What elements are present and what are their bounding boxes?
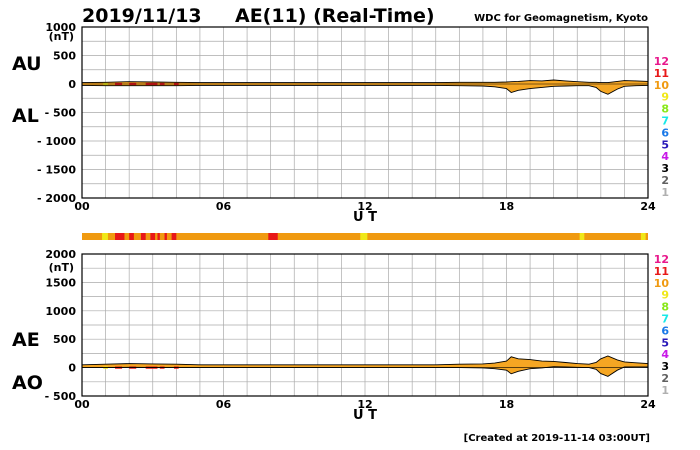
station-legend-item: 5 bbox=[661, 138, 669, 151]
activity-bar-segment bbox=[268, 233, 278, 240]
x-tick-label: 24 bbox=[640, 200, 656, 213]
upper-series-line bbox=[81, 79, 649, 84]
station-legend-item: 11 bbox=[654, 67, 669, 80]
station-legend-item: 10 bbox=[654, 79, 670, 92]
upper-series-line bbox=[81, 355, 649, 366]
x-tick-label: 24 bbox=[640, 398, 656, 411]
activity-bar-segment bbox=[140, 233, 146, 240]
station-legend-item: 12 bbox=[654, 55, 669, 68]
y-tick-label: - 1500 bbox=[37, 164, 76, 177]
x-tick-label: 00 bbox=[74, 398, 90, 411]
station-legend-item: 9 bbox=[661, 289, 669, 302]
station-legend-item: 1 bbox=[661, 384, 669, 397]
activity-bar-segment bbox=[115, 233, 125, 240]
panel2-unit: (nT) bbox=[49, 261, 74, 274]
y-tick-label: 1000 bbox=[45, 21, 76, 34]
x-tick-label: 06 bbox=[216, 200, 232, 213]
station-legend-item: 5 bbox=[661, 336, 669, 349]
y-tick-label: 500 bbox=[53, 333, 76, 346]
station-legend-item: 4 bbox=[661, 348, 669, 361]
activity-bar-segment bbox=[164, 233, 167, 240]
x-tick-label: 18 bbox=[499, 200, 514, 213]
x-tick-label: 18 bbox=[499, 398, 514, 411]
activity-bar-segment bbox=[150, 233, 156, 240]
station-legend-item: 7 bbox=[661, 313, 669, 326]
panel1-xlabel: U T bbox=[353, 210, 377, 225]
activity-bar-segment bbox=[157, 233, 160, 240]
activity-bar-segment bbox=[171, 233, 177, 240]
y-tick-label: - 1000 bbox=[37, 135, 76, 148]
activity-bar-segment bbox=[360, 233, 368, 240]
y-tick-label: - 2000 bbox=[37, 192, 76, 205]
station-legend-item: 7 bbox=[661, 115, 669, 128]
activity-bar bbox=[82, 233, 648, 240]
au-label: AU bbox=[12, 53, 42, 75]
x-tick-label: 06 bbox=[216, 398, 232, 411]
activity-bar-segment bbox=[579, 233, 585, 240]
y-tick-label: - 500 bbox=[45, 390, 77, 403]
station-legend-item: 11 bbox=[654, 265, 669, 278]
activity-bar-segment bbox=[640, 233, 646, 240]
station-legend-item: 2 bbox=[661, 174, 669, 187]
al-label: AL bbox=[12, 105, 39, 127]
station-legend-item: 3 bbox=[661, 360, 669, 373]
panel1-unit: (nT) bbox=[49, 30, 74, 43]
station-legend-item: 4 bbox=[661, 150, 669, 163]
x-tick-label: 12 bbox=[357, 398, 372, 411]
y-tick-label: 0 bbox=[68, 362, 76, 375]
station-legend-item: 6 bbox=[661, 126, 669, 139]
station-legend-item: 10 bbox=[654, 277, 670, 290]
y-tick-label: - 500 bbox=[45, 107, 77, 120]
y-tick-label: 1000 bbox=[45, 305, 76, 318]
source-label: WDC for Geomagnetism, Kyoto bbox=[474, 13, 648, 24]
x-tick-label: 12 bbox=[357, 200, 372, 213]
station-legend-item: 3 bbox=[661, 162, 669, 175]
station-legend-item: 9 bbox=[661, 91, 669, 104]
y-tick-label: 500 bbox=[53, 50, 76, 63]
station-legend-item: 8 bbox=[661, 301, 669, 314]
x-tick-label: 00 bbox=[74, 200, 90, 213]
envelope-fill bbox=[82, 80, 648, 95]
lower-series-line bbox=[81, 84, 649, 95]
ae-label: AE bbox=[12, 329, 40, 351]
created-timestamp: [Created at 2019-11-14 03:00UT] bbox=[464, 433, 650, 444]
date-title: 2019/11/13 bbox=[82, 5, 202, 27]
chart-title: AE(11) (Real-Time) bbox=[235, 5, 435, 27]
station-legend-item: 2 bbox=[661, 372, 669, 385]
ao-label: AO bbox=[12, 372, 43, 394]
y-tick-label: 2000 bbox=[45, 248, 76, 261]
activity-bar-segment bbox=[102, 233, 108, 240]
plot-frame bbox=[81, 253, 649, 397]
station-legend-item: 1 bbox=[661, 186, 669, 199]
station-legend-item: 12 bbox=[654, 253, 669, 266]
y-tick-label: 0 bbox=[68, 78, 76, 91]
station-legend-item: 8 bbox=[661, 103, 669, 116]
plot-frame bbox=[81, 26, 649, 199]
station-legend-item: 6 bbox=[661, 324, 669, 337]
panel2-xlabel: U T bbox=[353, 408, 377, 423]
activity-bar-segment bbox=[129, 233, 134, 240]
y-tick-label: 1500 bbox=[45, 276, 76, 289]
